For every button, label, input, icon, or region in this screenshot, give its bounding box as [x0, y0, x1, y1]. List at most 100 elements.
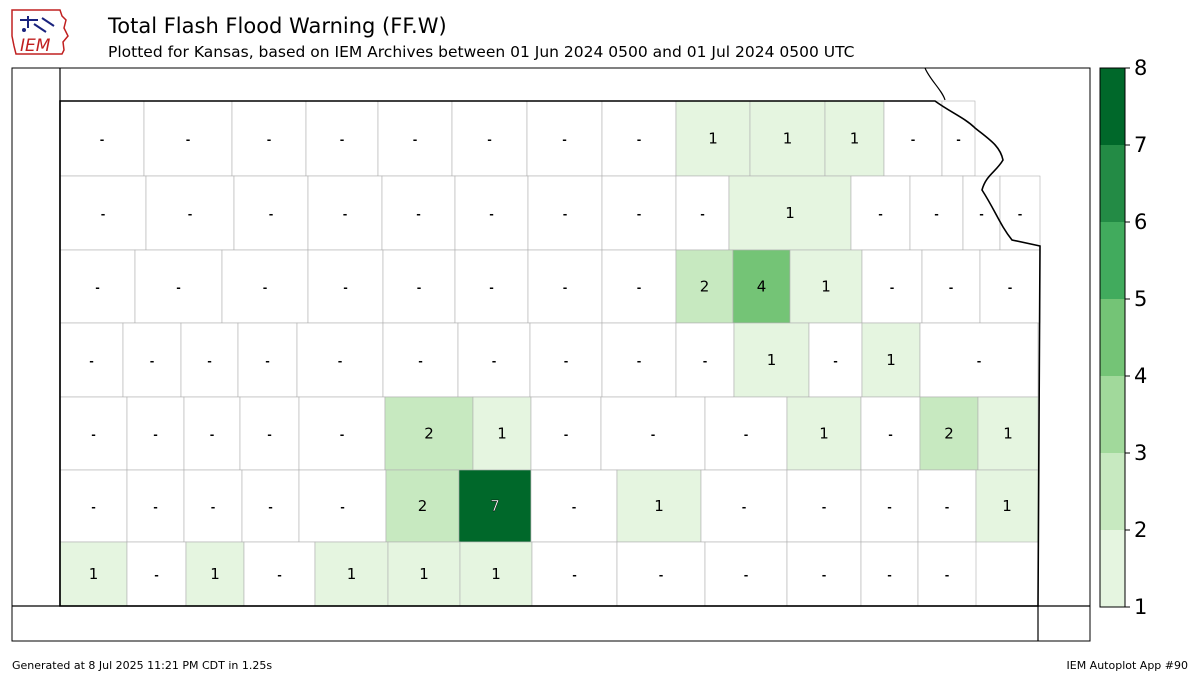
county-5-13 — [975, 469, 1039, 543]
county-count-label: - — [742, 501, 747, 514]
county-count-label: 1 — [850, 130, 860, 148]
county-2-9 — [732, 249, 791, 324]
county-count-label: 2 — [418, 497, 428, 515]
county-count-label: - — [887, 501, 892, 514]
county-6-12 — [917, 541, 977, 607]
county-count-label: - — [956, 134, 961, 147]
county-count-label: - — [833, 355, 838, 368]
county-count-label: 1 — [708, 130, 718, 148]
county-count-label: - — [210, 429, 215, 442]
county-count-label: - — [945, 501, 950, 514]
county-3-3 — [237, 322, 298, 398]
county-count-label: - — [744, 429, 749, 442]
county-3-6 — [457, 322, 531, 398]
county-2-13 — [979, 249, 1041, 324]
county-2-8 — [675, 249, 734, 324]
county-4-10 — [786, 396, 862, 471]
county-5-5 — [385, 469, 460, 543]
county-3-5 — [382, 322, 459, 398]
county-3-7 — [529, 322, 603, 398]
county-5-11 — [860, 469, 919, 543]
iem-logo: IEM — [8, 6, 70, 58]
county-count-label: - — [888, 429, 893, 442]
county-count-label: - — [263, 282, 268, 295]
county-1-10 — [850, 175, 911, 251]
county-count-label: 4 — [757, 278, 767, 296]
county-6-6 — [459, 541, 533, 607]
county-1-12 — [962, 175, 1001, 251]
county-count-label: - — [188, 208, 193, 221]
county-5-6 — [458, 469, 532, 543]
colorbar-swatch — [1100, 453, 1125, 531]
colorbar-tick-label: 2 — [1134, 518, 1148, 542]
county-count-label: - — [269, 208, 274, 221]
county-count-label: - — [268, 501, 273, 514]
county-count-label: - — [564, 429, 569, 442]
colorbar — [1100, 67, 1130, 608]
county-count-label: - — [572, 501, 577, 514]
county-count-label: 2 — [277, 0, 287, 4]
county-count-label: - — [489, 282, 494, 295]
county-3-13 — [919, 322, 1039, 398]
county-count-label: 2 — [944, 425, 954, 443]
county-count-label: - — [822, 569, 827, 582]
county-count-label: - — [564, 355, 569, 368]
county-count-label: - — [744, 569, 749, 582]
county-count-label: 2 — [421, 0, 431, 4]
colorbar-tick-label: 7 — [1134, 133, 1148, 157]
county-count-label: 1 — [87, 0, 97, 4]
county-count-label: - — [703, 355, 708, 368]
county-1-5 — [454, 175, 529, 251]
county-count-label: - — [153, 501, 158, 514]
county-count-label: - — [934, 208, 939, 221]
county-count-label: - — [637, 282, 642, 295]
county-count-label: - — [207, 355, 212, 368]
county-count-label: - — [1006, 0, 1011, 3]
county-count-label: 3 — [349, 0, 359, 4]
county-3-10 — [733, 322, 810, 398]
county-count-label: - — [413, 134, 418, 147]
county-count-label: - — [101, 208, 106, 221]
county-1-6 — [527, 175, 603, 251]
colorbar-tick-label: 6 — [1134, 210, 1148, 234]
colorbar-tick-label: 5 — [1134, 287, 1148, 311]
county-count-label: 1 — [1003, 425, 1013, 443]
county-2-2 — [221, 249, 309, 324]
county-4-4 — [298, 396, 386, 471]
county-count-label: - — [911, 134, 916, 147]
county-count-label: - — [416, 208, 421, 221]
county-2-11 — [861, 249, 923, 324]
county-5-10 — [786, 469, 862, 543]
county-count-label: - — [744, 0, 749, 3]
county-0-2 — [231, 100, 307, 177]
county-count-label: - — [186, 134, 191, 147]
county-count-label: 1 — [785, 204, 795, 222]
logo-text: IEM — [20, 36, 51, 56]
county-layer — [59, 100, 1041, 607]
county-4-5 — [384, 396, 474, 471]
county-0-4 — [377, 100, 453, 177]
county-5-1 — [126, 469, 185, 543]
colorbar-swatch — [1100, 376, 1125, 454]
colorbar-swatch — [1100, 222, 1125, 300]
county-count-label: - — [637, 134, 642, 147]
county-count-label: - — [265, 355, 270, 368]
county-count-label: - — [91, 501, 96, 514]
county-0-11 — [883, 100, 943, 177]
county-count-label: - — [338, 355, 343, 368]
county-count-label: - — [949, 282, 954, 295]
county-count-label: - — [581, 0, 586, 3]
county-count-label: 1 — [767, 351, 777, 369]
county-6-2 — [185, 541, 245, 607]
generated-timestamp: Generated at 8 Jul 2025 11:21 PM CDT in … — [12, 659, 273, 672]
county-count-label: - — [890, 282, 895, 295]
county-0-8 — [675, 100, 751, 177]
county-5-0 — [59, 469, 128, 543]
county-3-8 — [601, 322, 677, 398]
county-count-label: 1 — [89, 565, 99, 583]
county-2-7 — [601, 249, 677, 324]
colorbar-swatch — [1100, 145, 1125, 223]
county-count-label: - — [150, 355, 155, 368]
county-1-3 — [307, 175, 383, 251]
